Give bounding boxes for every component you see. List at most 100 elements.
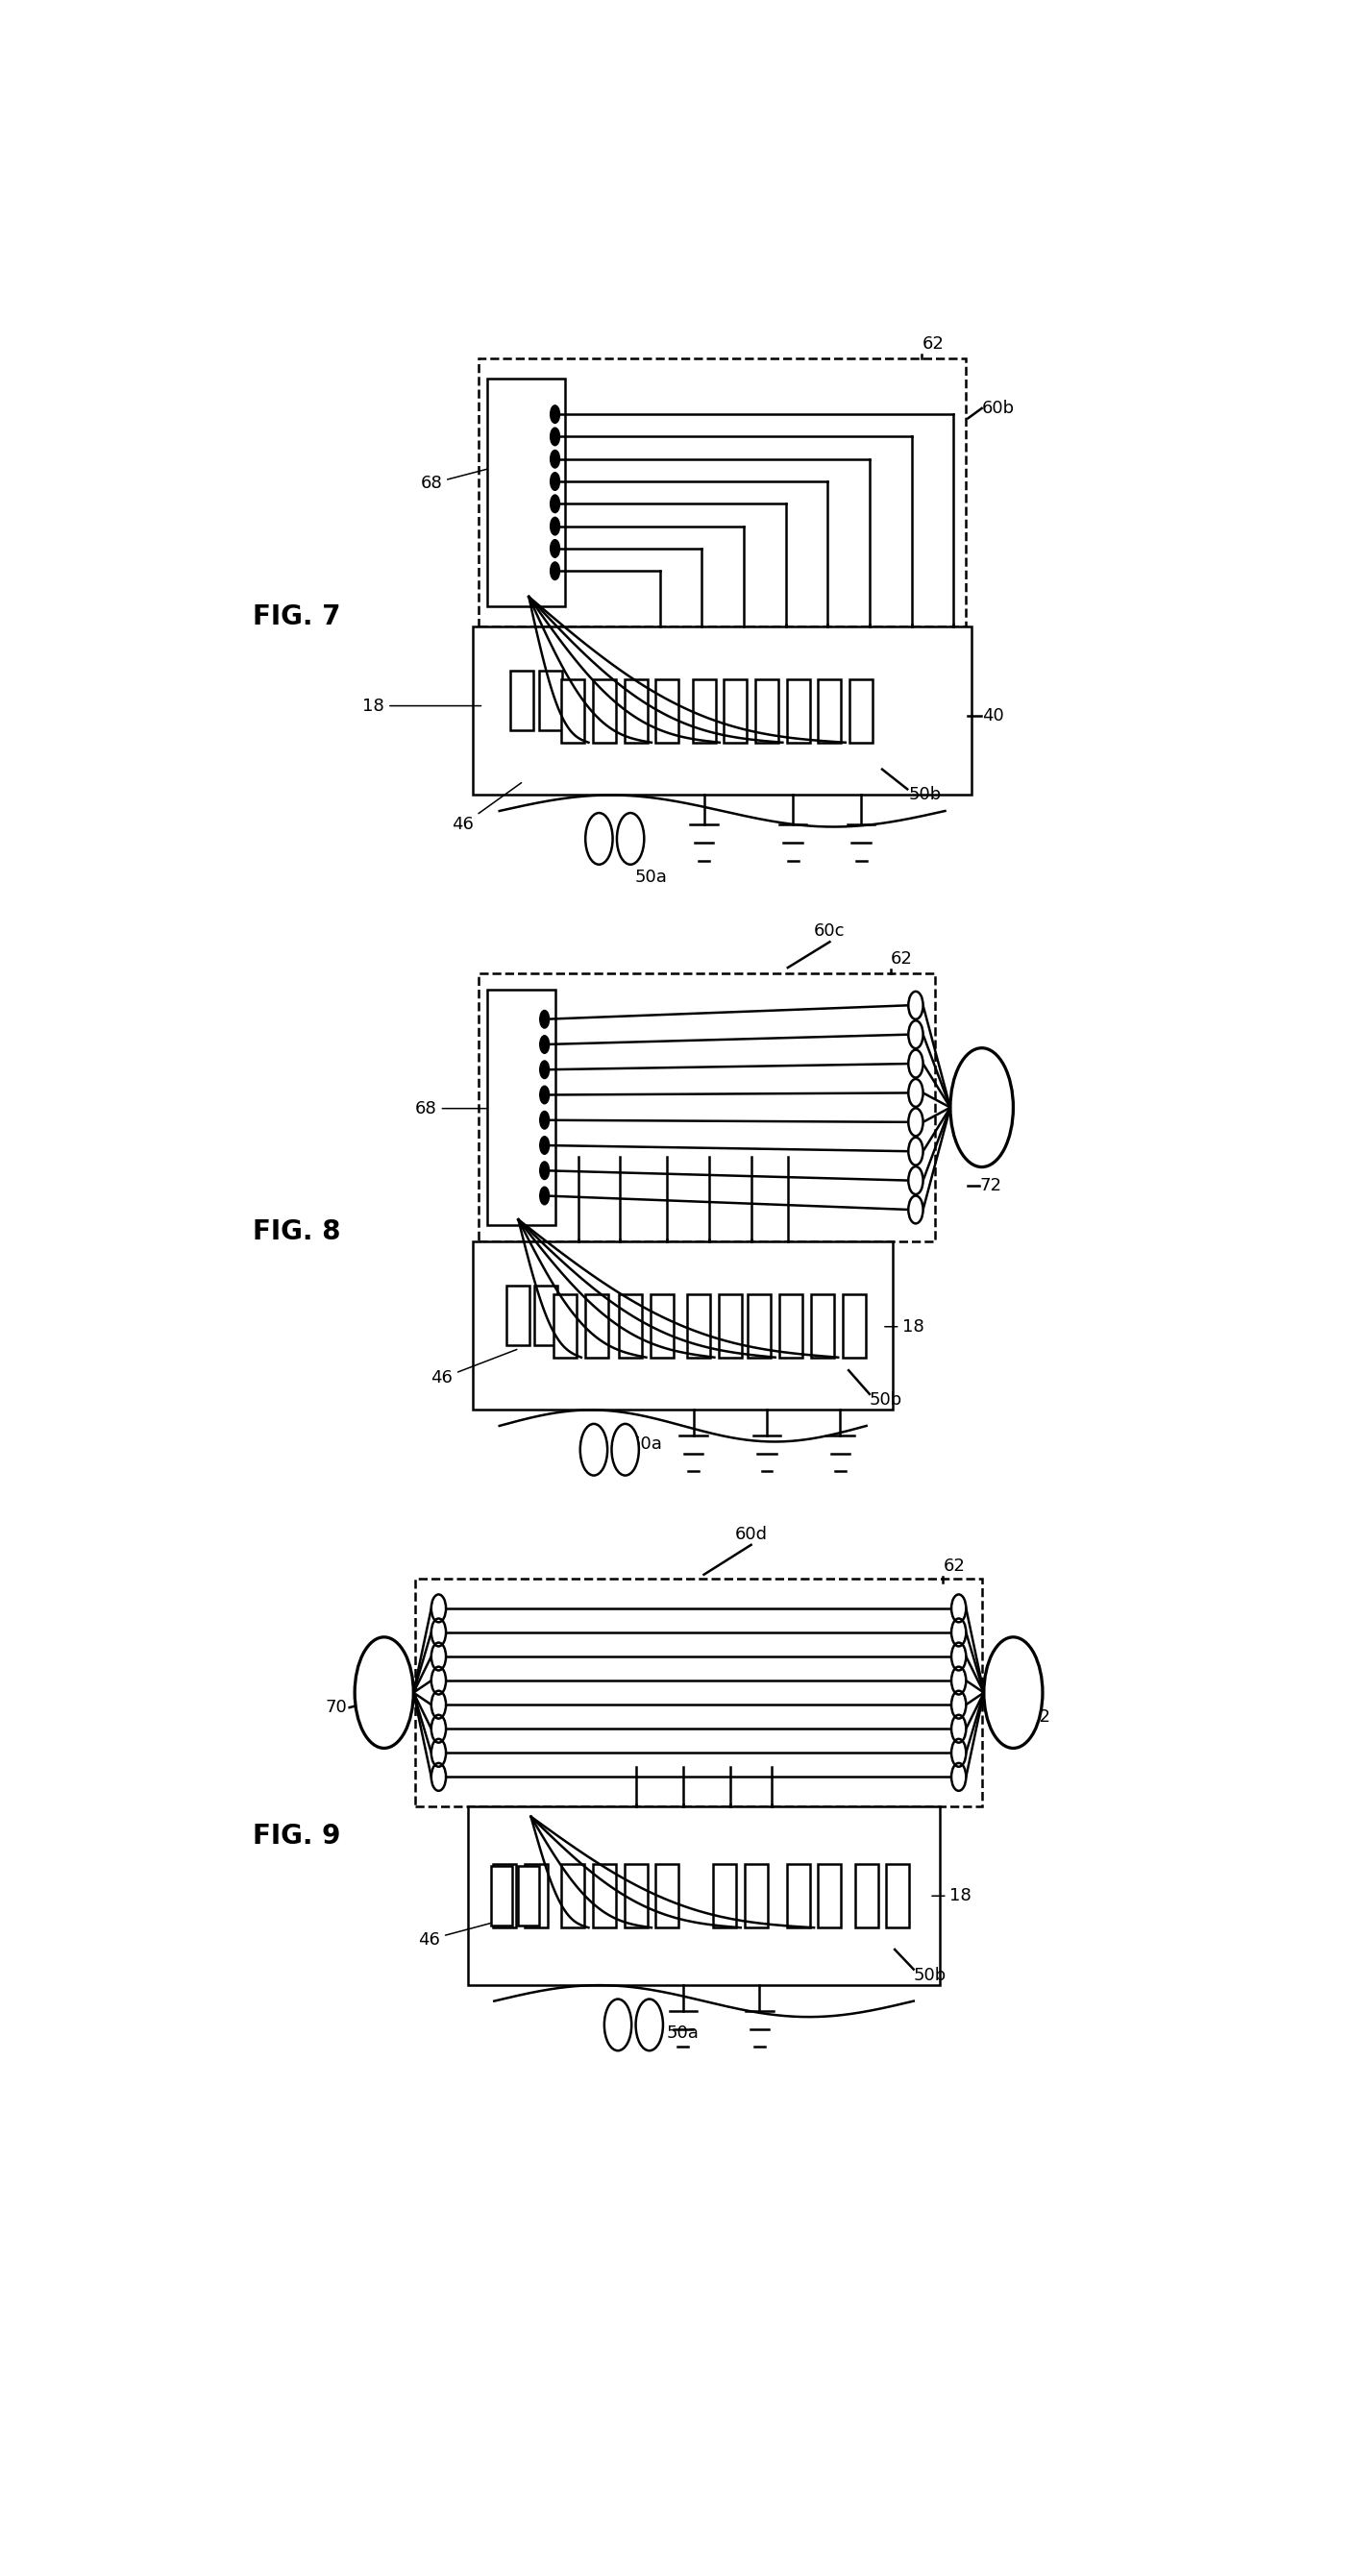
Bar [624, 680, 647, 742]
Bar [534, 1285, 557, 1345]
Bar [468, 1806, 940, 1986]
Bar [474, 1242, 893, 1409]
Bar [593, 1865, 616, 1927]
Text: 50a: 50a [667, 2025, 700, 2043]
Circle shape [617, 814, 644, 866]
Circle shape [586, 814, 613, 866]
Text: FIG. 8: FIG. 8 [253, 1218, 341, 1244]
Bar [693, 680, 716, 742]
Text: 72: 72 [1030, 1708, 1051, 1726]
Text: 62: 62 [921, 335, 944, 353]
Bar [507, 1285, 530, 1345]
Bar [487, 989, 555, 1226]
Bar [415, 1579, 982, 1806]
Circle shape [540, 1136, 549, 1154]
Circle shape [612, 1425, 639, 1476]
Circle shape [432, 1618, 446, 1646]
Circle shape [540, 1087, 549, 1103]
Circle shape [951, 1739, 966, 1767]
Text: 46: 46 [452, 783, 521, 835]
Text: 40: 40 [982, 706, 1004, 724]
Circle shape [951, 1762, 966, 1790]
Bar [525, 1865, 548, 1927]
Circle shape [432, 1690, 446, 1718]
Bar [656, 680, 679, 742]
Bar [748, 1293, 771, 1358]
Circle shape [551, 495, 560, 513]
Text: 50a: 50a [630, 1435, 663, 1453]
Bar [850, 680, 873, 742]
Circle shape [984, 1638, 1043, 1749]
Text: 50b: 50b [870, 1391, 902, 1409]
Circle shape [540, 1010, 549, 1028]
Circle shape [551, 538, 560, 556]
Bar [624, 1865, 647, 1927]
Bar [656, 1865, 679, 1927]
Circle shape [551, 404, 560, 422]
Text: 46: 46 [430, 1350, 517, 1386]
Circle shape [605, 1999, 632, 2050]
Text: 62: 62 [943, 1558, 965, 1574]
Bar [518, 1865, 538, 1927]
Circle shape [540, 1061, 549, 1079]
Circle shape [908, 1051, 923, 1077]
Bar [479, 358, 966, 626]
Text: 60d: 60d [735, 1525, 767, 1543]
Text: 62: 62 [890, 951, 912, 969]
Bar [744, 1865, 769, 1927]
Bar [479, 974, 935, 1242]
Bar [724, 680, 747, 742]
Text: 50a: 50a [635, 868, 668, 886]
Bar [492, 1865, 517, 1927]
Circle shape [636, 1999, 663, 2050]
Circle shape [551, 562, 560, 580]
Bar [618, 1293, 643, 1358]
Text: 60b: 60b [982, 399, 1015, 417]
Circle shape [540, 1110, 549, 1128]
Bar [553, 1293, 576, 1358]
Bar [886, 1865, 909, 1927]
Circle shape [551, 451, 560, 469]
Bar [755, 680, 778, 742]
Circle shape [540, 1188, 549, 1206]
Bar [786, 680, 810, 742]
Bar [561, 1865, 584, 1927]
Bar [651, 1293, 674, 1358]
Text: 18: 18 [885, 1319, 924, 1334]
Text: FIG. 7: FIG. 7 [253, 603, 341, 631]
Bar [540, 672, 563, 732]
Bar [586, 1293, 609, 1358]
Text: 70: 70 [326, 1698, 348, 1716]
Circle shape [551, 471, 560, 489]
Circle shape [908, 1108, 923, 1136]
Circle shape [432, 1762, 446, 1790]
Bar [561, 680, 584, 742]
Text: 72: 72 [980, 1177, 1001, 1195]
Circle shape [540, 1162, 549, 1180]
Bar [713, 1865, 736, 1927]
Text: 18: 18 [932, 1888, 971, 1904]
Circle shape [908, 1079, 923, 1108]
Bar [593, 680, 616, 742]
Text: 60c: 60c [815, 922, 846, 940]
Circle shape [951, 1643, 966, 1669]
Bar [718, 1293, 741, 1358]
Bar [810, 1293, 833, 1358]
Circle shape [432, 1716, 446, 1741]
Circle shape [908, 1167, 923, 1195]
Text: 68: 68 [421, 469, 490, 492]
Circle shape [432, 1595, 446, 1623]
Bar [487, 379, 566, 605]
Bar [510, 672, 533, 732]
Bar [819, 1865, 842, 1927]
Circle shape [580, 1425, 607, 1476]
Circle shape [951, 1716, 966, 1741]
Text: 50b: 50b [913, 1965, 947, 1984]
Bar [687, 1293, 710, 1358]
Bar [779, 1293, 802, 1358]
Bar [491, 1865, 511, 1927]
Circle shape [908, 992, 923, 1020]
Circle shape [551, 518, 560, 536]
Bar [786, 1865, 810, 1927]
Circle shape [950, 1048, 1013, 1167]
